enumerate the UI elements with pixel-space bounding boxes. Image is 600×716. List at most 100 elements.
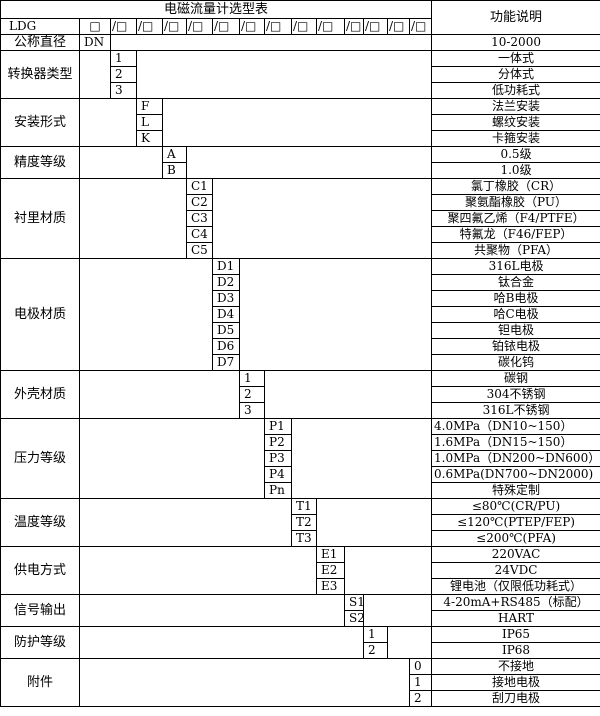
option-code: E1 xyxy=(316,546,345,563)
model-slot: /□ xyxy=(162,18,187,35)
group-label: 压力等级 xyxy=(0,418,80,499)
option-function: 法兰安装 xyxy=(431,98,600,115)
empty-cell xyxy=(343,546,433,595)
empty-cell xyxy=(238,258,433,371)
option-code: 1 xyxy=(408,674,433,691)
option-function: 铂铱电极 xyxy=(431,338,600,355)
option-code: P1 xyxy=(264,418,292,435)
empty-cell xyxy=(362,594,433,627)
nominal-diameter-row: 公称直径 DN 10-2000 xyxy=(0,34,600,51)
model-slot: /□ xyxy=(239,18,265,35)
model-slot: /□ xyxy=(264,18,292,35)
option-code: D3 xyxy=(212,290,240,307)
option-function: 碳化钨 xyxy=(431,354,600,371)
option-function: 接地电极 xyxy=(431,674,600,691)
option-code: 1 xyxy=(110,50,137,67)
group-label: 转换器类型 xyxy=(0,50,80,99)
option-code: D7 xyxy=(212,354,240,371)
option-row: D6 铂铱电极 xyxy=(1,338,600,355)
option-code: Pn xyxy=(264,482,292,499)
option-function: 220VAC xyxy=(431,546,600,563)
group-label: 附件 xyxy=(0,658,80,707)
option-row: 电极材质 D1 316L电极 xyxy=(0,258,600,371)
option-code: C1 xyxy=(186,178,213,195)
option-row: K 卡箍安装 xyxy=(1,130,600,147)
option-row: 外壳材质 1 碳钢 xyxy=(0,370,600,419)
option-function: 分体式 xyxy=(431,66,600,83)
model-slot: /□ xyxy=(186,18,213,35)
option-function: 1.0级 xyxy=(431,162,600,179)
option-function: 316L不锈钢 xyxy=(431,402,600,419)
option-row: 精度等级 A 0.5级 xyxy=(0,146,600,179)
option-function: ≤200℃(PFA) xyxy=(431,530,600,547)
option-row: 信号输出 S1 4-20mA+RS485（标配） xyxy=(0,594,600,627)
option-code: C4 xyxy=(186,226,213,243)
option-function: 低功耗式 xyxy=(431,82,600,99)
option-code: C3 xyxy=(186,210,213,227)
table-title: 电磁流量计选型表 xyxy=(0,0,433,19)
option-code: 1 xyxy=(363,626,388,643)
option-function: 0.5级 xyxy=(431,146,600,163)
option-function: 特殊定制 xyxy=(431,482,600,499)
option-function: 316L电极 xyxy=(431,258,600,275)
option-function: 哈B电极 xyxy=(431,290,600,307)
option-function: 卡箍安装 xyxy=(431,130,600,147)
option-function: IP65 xyxy=(431,626,600,643)
group-label: 外壳材质 xyxy=(0,370,80,419)
model-slot: /□ xyxy=(387,18,410,35)
option-code: T2 xyxy=(291,514,317,531)
model-slot: /□ xyxy=(363,18,388,35)
option-code: B xyxy=(162,162,187,179)
option-code: D5 xyxy=(212,322,240,339)
empty-cell xyxy=(135,50,433,99)
option-row: 1 接地电极 xyxy=(1,674,600,691)
option-function: 1.6MPa（DN15~150） xyxy=(431,434,600,451)
option-function: 聚四氟乙烯（F4/PTFE） xyxy=(431,210,600,227)
option-row: E2 24VDC xyxy=(1,562,600,579)
option-code: C2 xyxy=(186,194,213,211)
group-label: 衬里材质 xyxy=(0,178,80,259)
model-slot: /□ xyxy=(212,18,240,35)
option-code: F xyxy=(136,98,163,115)
option-function: 4.0MPa（DN10~150） xyxy=(431,418,600,435)
option-row: B 1.0级 xyxy=(1,162,600,179)
empty-cell xyxy=(79,418,265,499)
option-function: 碳钢 xyxy=(431,370,600,387)
option-code: T3 xyxy=(291,530,317,547)
option-function: 哈C电极 xyxy=(431,306,600,323)
group-label: 安装形式 xyxy=(0,98,80,147)
empty-cell xyxy=(185,146,433,179)
option-function: ≤120℃(PTEP/FEP) xyxy=(431,514,600,531)
model-slot: /□ xyxy=(344,18,364,35)
option-code: D2 xyxy=(212,274,240,291)
option-row: P3 1.0MPa（DN200~DN600） xyxy=(1,450,600,467)
function-header: 功能说明 xyxy=(431,0,600,35)
option-row: 温度等级 T1 ≤80℃(CR/PU) xyxy=(0,498,600,547)
option-code: D6 xyxy=(212,338,240,355)
group-label: 信号输出 xyxy=(0,594,80,627)
option-function: 刮刀电极 xyxy=(431,690,600,707)
empty-cell xyxy=(109,34,433,51)
option-function: 共聚物（PFA） xyxy=(431,242,600,259)
option-row: 附件 0 不接地 xyxy=(0,658,600,707)
option-function: 304不锈钢 xyxy=(431,386,600,403)
option-function: 钽电极 xyxy=(431,322,600,339)
empty-cell xyxy=(79,50,111,99)
empty-cell xyxy=(315,498,433,547)
option-function: 聚氨酯橡胶（PU） xyxy=(431,194,600,211)
option-row: D5 钽电极 xyxy=(1,322,600,339)
option-function: 0.6MPa(DN700~DN2000) xyxy=(431,466,600,483)
option-code: S2 xyxy=(344,610,364,627)
option-code: S1 xyxy=(344,594,364,611)
option-code: E3 xyxy=(316,578,345,595)
empty-cell xyxy=(161,98,433,147)
option-function: ≤80℃(CR/PU) xyxy=(431,498,600,515)
nominal-label: 公称直径 xyxy=(0,34,80,51)
option-function: 螺纹安装 xyxy=(431,114,600,131)
empty-cell xyxy=(79,98,137,147)
empty-cell xyxy=(290,418,433,499)
model-slot: /□ xyxy=(110,18,137,35)
option-row: 转换器类型 1 一体式 xyxy=(0,50,600,99)
group-label: 防护等级 xyxy=(0,626,80,659)
empty-cell xyxy=(263,370,433,419)
